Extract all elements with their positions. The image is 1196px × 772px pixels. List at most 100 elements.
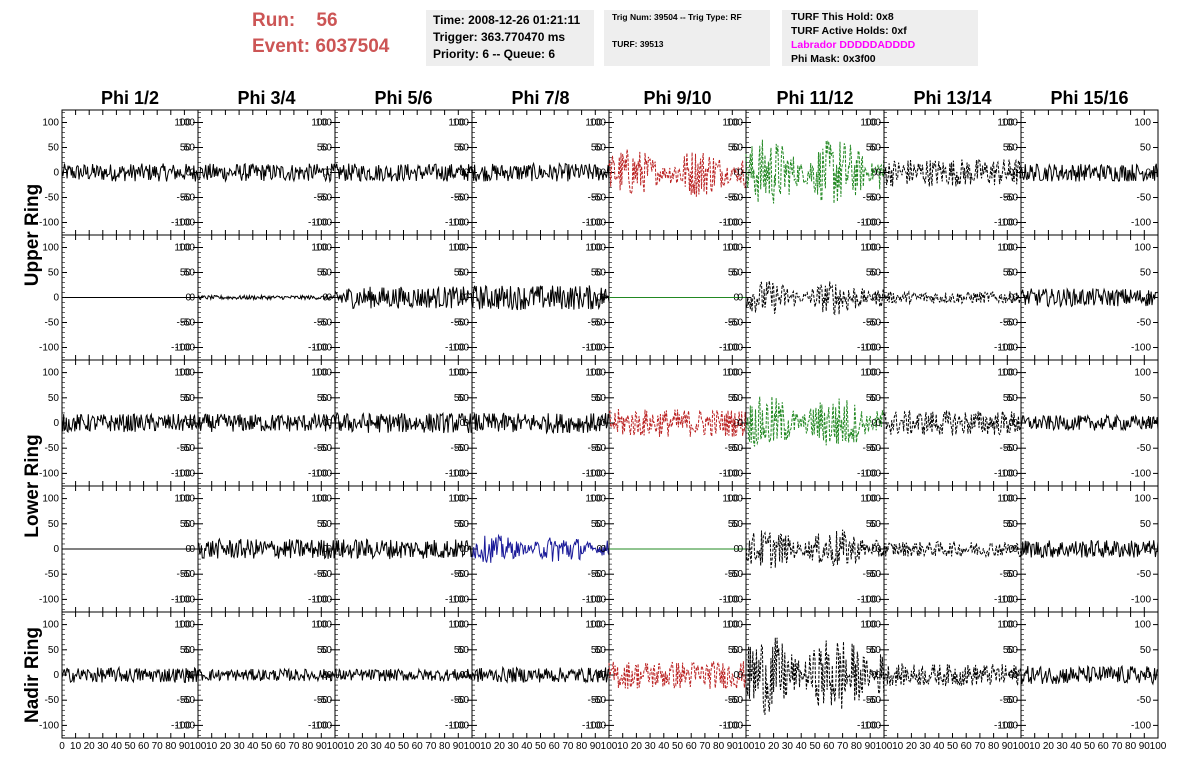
y-tick-label: -50 [177,695,192,706]
y-tick-label: 0 [871,544,877,555]
waveform-trace [334,667,473,683]
y-tick-label: 0 [1008,168,1014,179]
y-tick-label: 100 [42,368,59,379]
x-tick-label: 80 [165,741,177,752]
panel-frame [608,359,747,487]
y-tick-label: 100 [174,494,191,505]
x-tick-label: 70 [699,741,711,752]
waveform-trace [1020,163,1159,182]
y-tick-label: 50 [870,645,882,656]
x-tick-label: 20 [84,741,96,752]
y-tick-label: 50 [870,268,882,279]
x-tick-label: 60 [686,741,698,752]
y-tick-label: -100 [994,468,1014,479]
y-tick-label: -100 [308,218,328,229]
run-label: Run: [252,10,296,31]
y-tick-label: 0 [875,544,881,555]
x-tick-label: 30 [508,741,520,752]
y-tick-label: 50 [595,268,607,279]
y-tick-label: -50 [455,695,470,706]
x-tick-label: 10 [617,741,629,752]
y-tick-label: 100 [448,243,465,254]
y-tick-label: 0 [463,293,469,304]
waveform-trace [471,533,610,563]
y-tick-label: -50 [588,695,603,706]
x-tick-label: 10 [480,741,492,752]
x-tick-label: 60 [275,741,287,752]
x-tick-label: 50 [261,741,273,752]
y-tick-label: 100 [174,243,191,254]
y-tick-label: -50 [1137,193,1152,204]
y-tick-label: 0 [733,670,739,681]
y-tick-label: -100 [445,594,465,605]
y-tick-label: -100 [449,218,469,229]
y-tick-label: 50 [48,143,60,154]
y-tick-label: 0 [463,670,469,681]
y-tick-label: 100 [585,243,602,254]
y-tick-label: 50 [1007,519,1019,530]
x-tick-label: 70 [152,741,164,752]
y-tick-label: -100 [308,343,328,354]
y-tick-label: 100 [864,620,881,631]
y-tick-label: -50 [177,318,192,329]
y-tick-label: -50 [314,569,329,580]
y-tick-label: 100 [722,494,739,505]
y-tick-label: 100 [315,368,332,379]
y-tick-label: -100 [582,218,602,229]
waveform-trace [471,412,610,435]
waveform-trace [197,162,336,184]
x-tick-label: 80 [713,741,725,752]
y-tick-label: 0 [1008,670,1014,681]
ring-label: Lower Ring [22,434,43,537]
y-tick-label: 0 [737,293,743,304]
waveform-trace [1020,413,1159,432]
x-tick-label: 20 [906,741,918,752]
y-tick-label: 100 [42,243,59,254]
y-tick-label: -100 [175,720,195,731]
y-tick-label: 0 [733,168,739,179]
y-tick-label: -100 [586,343,606,354]
y-tick-label: 100 [585,620,602,631]
y-tick-label: 100 [585,118,602,129]
y-tick-label: 50 [184,519,196,530]
y-tick-label: 100 [42,494,59,505]
y-tick-label: -100 [861,594,881,605]
waveform-trace [1020,287,1159,308]
y-tick-label: 50 [184,143,196,154]
x-tick-label: 80 [988,741,1000,752]
y-tick-label: 100 [997,243,1014,254]
y-tick-label: 50 [454,519,466,530]
waveform-trace [471,665,610,684]
x-tick-label: 40 [1070,741,1082,752]
y-tick-label: 100 [722,620,739,631]
y-tick-label: 0 [53,418,59,429]
y-tick-label: 0 [1145,544,1151,555]
waveform-trace [197,293,336,302]
y-tick-label: -100 [171,720,191,731]
waveform-trace [745,637,885,715]
y-tick-label: -100 [312,218,332,229]
trigger-info-box: Trig Num: 39504 -- Trig Type: RF TURF: 3… [604,10,770,66]
waveform-trace [61,665,199,684]
panel-frame [334,611,473,739]
y-tick-label: 50 [48,393,60,404]
y-tick-label: 50 [454,143,466,154]
y-tick-label: 50 [48,645,60,656]
y-tick-label: -100 [857,218,877,229]
y-tick-label: 50 [180,143,192,154]
y-tick-label: -100 [445,343,465,354]
trigger-text: Trigger: 363.770470 ms [433,30,566,44]
y-tick-label: -100 [719,594,739,605]
y-tick-label: 100 [311,494,328,505]
y-tick-label: -100 [998,594,1018,605]
y-tick-label: 0 [1008,418,1014,429]
x-tick-label: 70 [1111,741,1123,752]
x-tick-label: 30 [371,741,383,752]
y-tick-label: -50 [451,193,466,204]
y-tick-label: -50 [592,193,607,204]
y-tick-label: -50 [455,193,470,204]
y-tick-label: -100 [171,343,191,354]
x-tick-label: 60 [412,741,424,752]
y-tick-label: -50 [1000,695,1015,706]
y-tick-label: -100 [312,594,332,605]
